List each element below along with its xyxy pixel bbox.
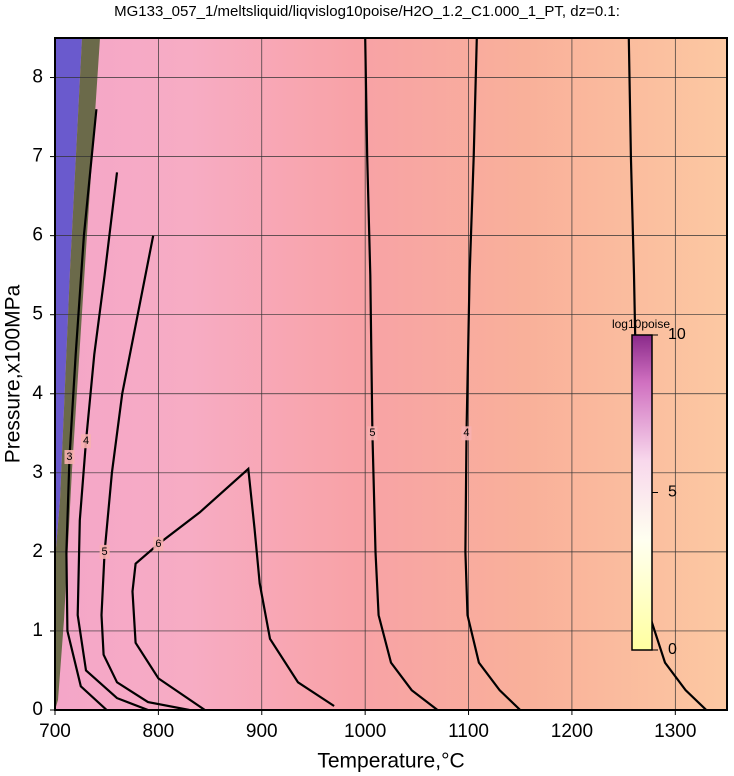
contour-line [131, 466, 335, 710]
plot-frame [54, 37, 728, 711]
contour-label-bg [81, 434, 92, 449]
contour-label: 5 [369, 427, 375, 439]
contours: 3456543 [64, 38, 708, 710]
chart-title: MG133_057_1/meltsliquid/liqvislog10poise… [114, 3, 620, 20]
y-axis-label: Pressure,x100MPa [2, 284, 25, 463]
y-tick-label: 1 [32, 620, 43, 641]
colorbar-tick-label: 0 [668, 641, 677, 658]
contour-label-bg [367, 426, 378, 441]
colorbar-tick-label: 10 [668, 326, 686, 343]
contour-label: 4 [463, 427, 469, 439]
y-tick-label: 6 [32, 225, 43, 246]
field [55, 38, 727, 710]
y-tick-label: 3 [32, 462, 43, 483]
x-tick-label: 700 [39, 721, 71, 742]
y-tick-label: 7 [32, 146, 43, 167]
colorbar-tick-label: 5 [668, 484, 677, 501]
y-tick-label: 0 [32, 699, 43, 720]
plot-background [55, 38, 727, 710]
x-tick-label: 900 [246, 721, 278, 742]
contour-label: 6 [155, 538, 161, 550]
contour-label: 5 [102, 546, 108, 558]
contour-line [76, 172, 149, 710]
x-tick-label: 800 [143, 721, 175, 742]
x-tick-label: 1300 [654, 721, 696, 742]
colorbar: log10poise 0 5 10 [612, 317, 686, 658]
x-tick-label: 1000 [344, 721, 386, 742]
x-tick-label: 1200 [551, 721, 593, 742]
contour-label-bg [99, 544, 110, 559]
contour-line [464, 38, 521, 710]
y-tick-label: 4 [32, 383, 43, 404]
contour-label-bg [153, 536, 164, 551]
colorbar-scale [631, 334, 653, 651]
contour-line [65, 109, 108, 710]
contour-line [100, 235, 190, 710]
contour-label: 3 [66, 451, 72, 463]
y-tick-label: 5 [32, 304, 43, 325]
contour-label-bg [461, 426, 472, 441]
contour-label-bg [64, 450, 75, 465]
y-tick-label: 2 [32, 541, 43, 562]
contour-label: 4 [83, 435, 89, 447]
colorbar-label: log10poise [612, 317, 670, 331]
y-tick-label: 8 [32, 67, 43, 88]
contour-line [364, 38, 439, 710]
x-axis-label: Temperature,°C [317, 750, 464, 773]
x-tick-label: 1100 [448, 721, 489, 742]
